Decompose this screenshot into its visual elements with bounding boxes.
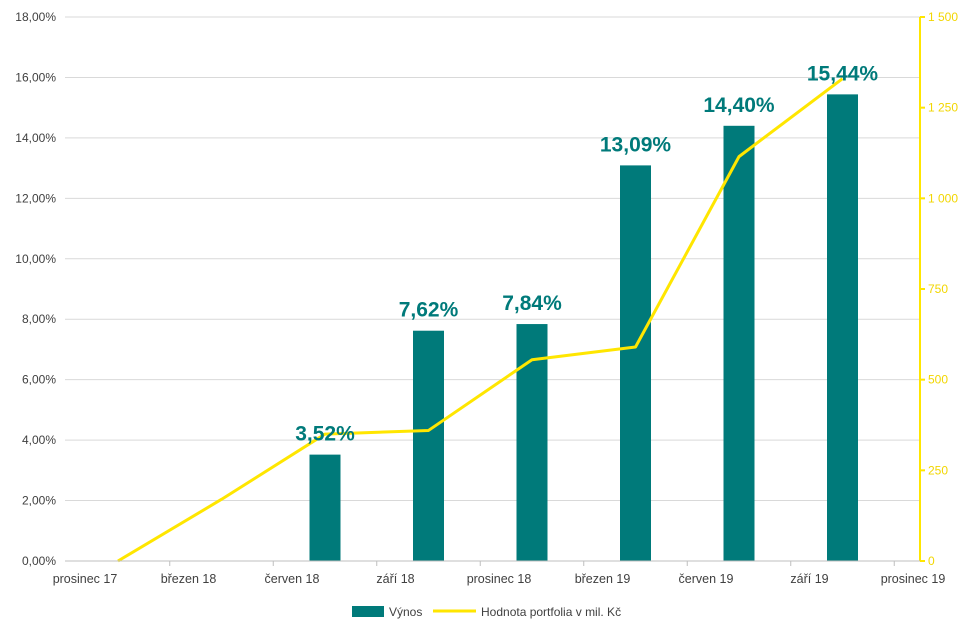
- y-right-tick-label: 1 250: [928, 101, 958, 115]
- y-right-tick-label: 500: [928, 373, 948, 387]
- portfolio-line: [117, 77, 844, 563]
- y-left-tick-label: 2,00%: [22, 494, 56, 508]
- data-labels: 3,52% 7,62% 7,84% 13,09% 14,40% 15,44%: [295, 62, 878, 445]
- bar: [309, 454, 341, 561]
- legend-label-portfolio: Hodnota portfolia v mil. Kč: [481, 605, 621, 619]
- bar: [827, 94, 858, 561]
- x-tick-label: březen 18: [161, 572, 217, 586]
- y-left-tick-label: 8,00%: [22, 312, 56, 326]
- x-tick-label: září 18: [376, 572, 414, 586]
- bar: [723, 125, 755, 562]
- legend-swatch-vynos: [352, 606, 384, 617]
- line-series-portfolio: [117, 77, 844, 563]
- y-left-tick-label: 12,00%: [15, 191, 56, 205]
- y-left-tick-label: 4,00%: [22, 433, 56, 447]
- x-tick-label: prosinec 17: [53, 572, 118, 586]
- x-tick-label: červen 19: [679, 572, 734, 586]
- x-tick-label: prosinec 19: [881, 572, 946, 586]
- y-right-tick-label: 250: [928, 463, 948, 477]
- y-left-tick-label: 10,00%: [15, 252, 56, 266]
- y-left-tick-label: 0,00%: [22, 554, 56, 568]
- y-left-tick-label: 14,00%: [15, 131, 56, 145]
- bar-data-label: 7,84%: [502, 292, 562, 315]
- y-left-tick-label: 16,00%: [15, 70, 56, 84]
- x-axis: prosinec 17 březen 18 červen 18 září 18 pros…: [53, 560, 946, 586]
- bar-data-label: 14,40%: [703, 94, 775, 117]
- x-tick-label: červen 18: [265, 572, 320, 586]
- y-right-tick-label: 0: [928, 554, 935, 568]
- y-left-tick-label: 6,00%: [22, 373, 56, 387]
- y-right-tick-label: 750: [928, 282, 948, 296]
- y-right-tick-label: 1 000: [928, 191, 958, 205]
- x-tick-label: březen 19: [575, 572, 631, 586]
- bar: [620, 165, 651, 561]
- right-axis: 0 250 500 750 1 000 1 250 1 500: [919, 10, 958, 568]
- gridlines: [65, 16, 920, 562]
- y-left-tick-label: 18,00%: [15, 10, 56, 24]
- bar-data-label: 13,09%: [600, 133, 672, 156]
- bar-series-vynos: [309, 94, 858, 562]
- bar-data-label: 7,62%: [399, 299, 459, 322]
- bar-data-label: 3,52%: [295, 423, 355, 446]
- bar: [516, 324, 548, 561]
- x-tick-label: prosinec 18: [467, 572, 532, 586]
- bar: [413, 330, 444, 561]
- x-tick-label: září 19: [790, 572, 828, 586]
- left-axis: 0,00% 2,00% 4,00% 6,00% 8,00% 10,00% 12,00% 14,…: [15, 10, 56, 568]
- legend: Výnos Hodnota portfolia v mil. Kč: [352, 605, 621, 619]
- y-right-tick-label: 1 500: [928, 10, 958, 24]
- bar-data-label: 15,44%: [807, 62, 879, 85]
- legend-label-vynos: Výnos: [389, 605, 422, 619]
